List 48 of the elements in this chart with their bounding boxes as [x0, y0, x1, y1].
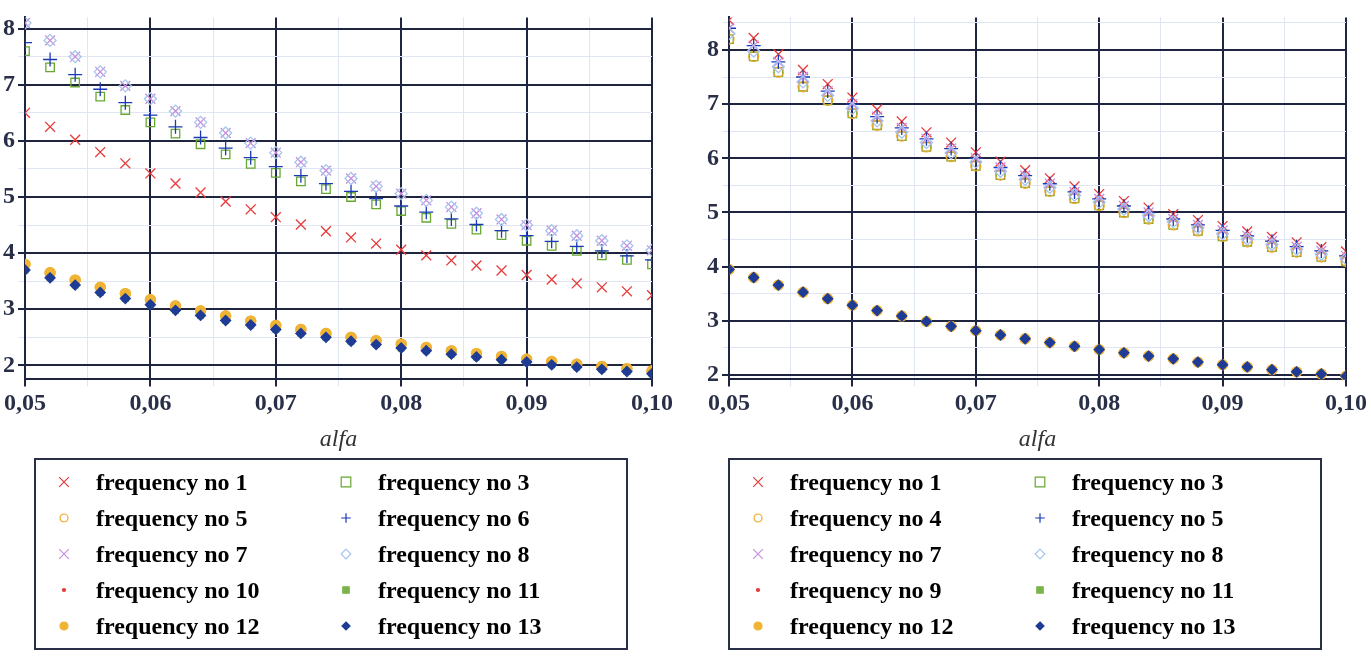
legend-label: frequency no 7 — [790, 540, 942, 568]
legend-label: frequency no 12 — [96, 612, 260, 640]
x-axis-title: alfa — [1018, 424, 1057, 451]
y-tick-label: 6 — [707, 143, 719, 170]
legend-label: frequency no 11 — [378, 576, 541, 604]
legend-label: frequency no 3 — [378, 468, 530, 496]
y-tick-label: 8 — [707, 35, 719, 62]
y-tick-label: 3 — [3, 294, 15, 321]
y-tick-label: 6 — [3, 126, 15, 153]
legend-label: frequency no 3 — [1072, 468, 1224, 496]
legend-label: frequency no 11 — [1072, 576, 1235, 604]
x-tick-label: 0,10 — [1325, 389, 1367, 415]
legend-label: frequency no 12 — [790, 612, 954, 640]
legend-label: frequency no 5 — [96, 504, 248, 532]
x-tick-label: 0,08 — [1078, 389, 1121, 415]
y-tick-label: 4 — [3, 238, 15, 265]
y-tick-label: 2 — [707, 360, 719, 387]
legend-label: frequency no 5 — [1072, 504, 1224, 532]
legend-label: frequency no 1 — [96, 468, 248, 496]
legend-label: frequency no 1 — [790, 468, 942, 496]
y-tick-label: 5 — [707, 197, 719, 224]
x-tick-label: 0,08 — [380, 389, 423, 415]
x-tick-label: 0,05 — [708, 389, 750, 415]
x-tick-label: 0,06 — [129, 389, 172, 415]
legend-label: frequency no 13 — [378, 612, 542, 640]
x-tick-label: 0,09 — [1201, 389, 1244, 415]
x-tick-label: 0,10 — [631, 389, 673, 415]
x-tick-label: 0,07 — [954, 389, 997, 415]
legend-label: frequency no 10 — [96, 576, 260, 604]
legend-label: frequency no 6 — [378, 504, 530, 532]
legend-label: frequency no 8 — [1072, 540, 1224, 568]
legend-label: frequency no 7 — [96, 540, 248, 568]
y-tick-label: 3 — [707, 306, 719, 333]
y-tick-label: 5 — [3, 182, 15, 209]
y-tick-label: 2 — [3, 350, 15, 377]
x-tick-label: 0,05 — [4, 389, 46, 415]
x-tick-label: 0,09 — [505, 389, 548, 415]
legend-label: frequency no 13 — [1072, 612, 1236, 640]
y-tick-label: 7 — [3, 69, 15, 96]
legend-label: frequency no 9 — [790, 576, 942, 604]
x-tick-label: 0,06 — [831, 389, 874, 415]
y-tick-label: 4 — [707, 251, 719, 278]
legend-label: frequency no 8 — [378, 540, 530, 568]
legend-label: frequency no 4 — [790, 504, 942, 532]
x-tick-label: 0,07 — [254, 389, 297, 415]
x-axis-title: alfa — [319, 424, 358, 451]
y-tick-label: 8 — [3, 13, 15, 40]
y-tick-label: 7 — [707, 89, 719, 116]
